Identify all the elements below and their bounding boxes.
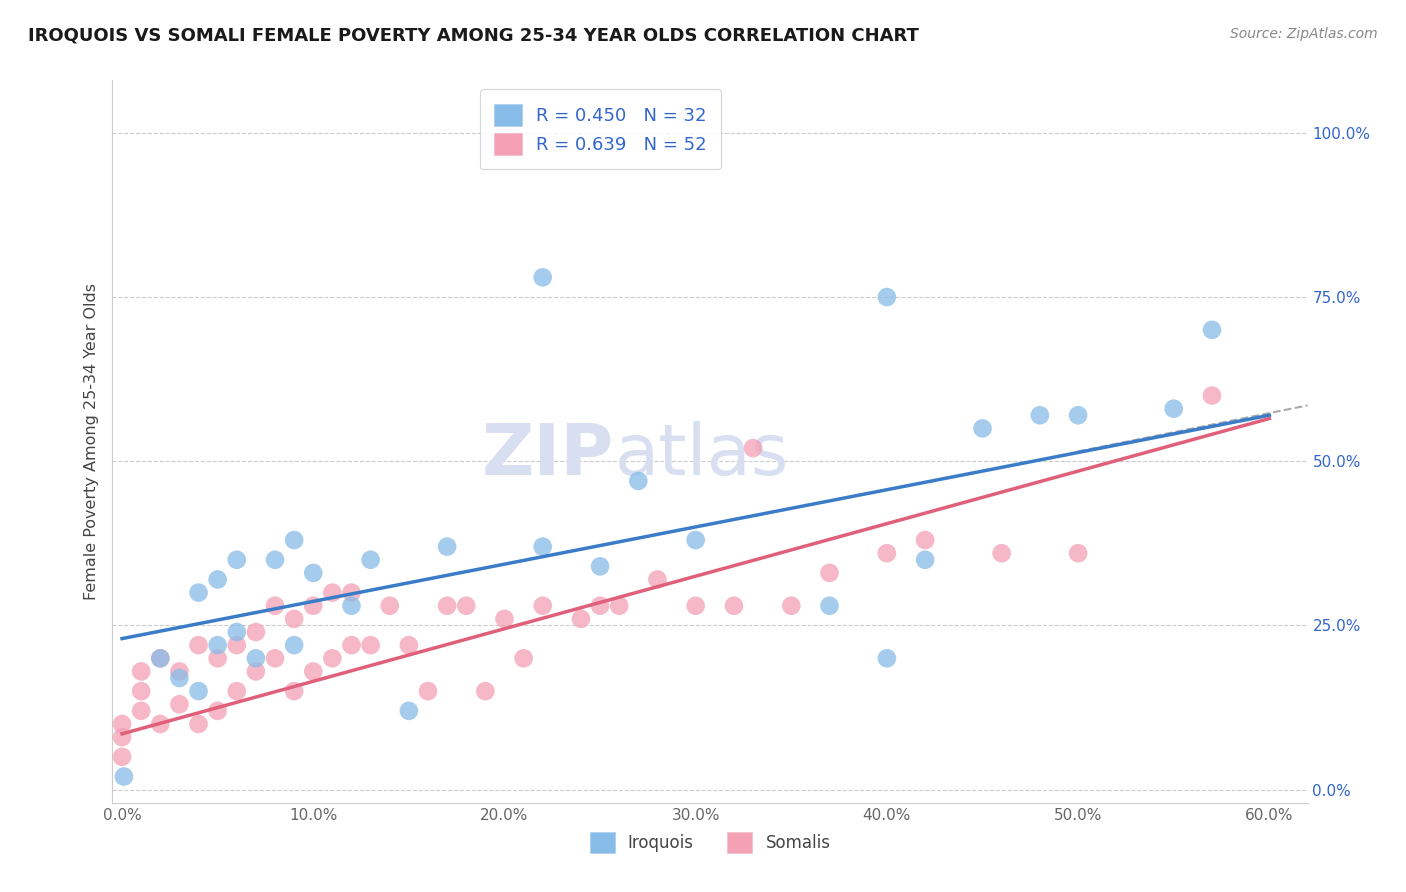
Point [340, 638, 363, 652]
Point [914, 553, 936, 567]
Point [245, 625, 267, 640]
Point [876, 290, 898, 304]
Point [111, 717, 134, 731]
Point [1201, 388, 1223, 402]
Point [302, 599, 325, 613]
Point [169, 698, 191, 712]
Point [1029, 409, 1052, 423]
Point [512, 651, 534, 665]
Legend: Iroquois, Somalis: Iroquois, Somalis [583, 826, 837, 860]
Point [1201, 323, 1223, 337]
Point [129, 684, 152, 698]
Point [302, 566, 325, 580]
Point [398, 704, 420, 718]
Point [876, 651, 898, 665]
Point [360, 638, 382, 652]
Point [245, 665, 267, 679]
Y-axis label: Female Poverty Among 25-34 Year Olds: Female Poverty Among 25-34 Year Olds [83, 283, 98, 600]
Point [169, 665, 191, 679]
Point [780, 599, 803, 613]
Point [436, 540, 458, 554]
Point [531, 540, 554, 554]
Text: Source: ZipAtlas.com: Source: ZipAtlas.com [1230, 27, 1378, 41]
Point [187, 684, 209, 698]
Point [723, 599, 745, 613]
Point [149, 717, 172, 731]
Point [129, 704, 152, 718]
Point [685, 533, 707, 547]
Point [1067, 409, 1090, 423]
Point [416, 684, 439, 698]
Point [321, 651, 343, 665]
Point [169, 671, 191, 685]
Point [187, 638, 209, 652]
Point [321, 585, 343, 599]
Point [627, 474, 650, 488]
Point [647, 573, 669, 587]
Point [264, 599, 287, 613]
Point [972, 421, 994, 435]
Point [207, 638, 229, 652]
Point [112, 770, 135, 784]
Point [149, 651, 172, 665]
Point [398, 638, 420, 652]
Point [149, 651, 172, 665]
Point [607, 599, 630, 613]
Point [302, 665, 325, 679]
Point [569, 612, 592, 626]
Point [876, 546, 898, 560]
Point [589, 559, 612, 574]
Point [340, 599, 363, 613]
Point [340, 585, 363, 599]
Text: ZIP: ZIP [482, 422, 614, 491]
Point [207, 573, 229, 587]
Point [187, 717, 209, 731]
Point [111, 730, 134, 744]
Point [283, 638, 305, 652]
Point [1163, 401, 1185, 416]
Point [187, 585, 209, 599]
Text: IROQUOIS VS SOMALI FEMALE POVERTY AMONG 25-34 YEAR OLDS CORRELATION CHART: IROQUOIS VS SOMALI FEMALE POVERTY AMONG … [28, 27, 920, 45]
Point [111, 749, 134, 764]
Point [531, 599, 554, 613]
Point [245, 651, 267, 665]
Point [360, 553, 382, 567]
Point [378, 599, 401, 613]
Point [283, 533, 305, 547]
Point [818, 599, 841, 613]
Point [494, 612, 516, 626]
Point [225, 638, 247, 652]
Point [264, 553, 287, 567]
Point [225, 684, 247, 698]
Point [436, 599, 458, 613]
Point [225, 553, 247, 567]
Point [283, 612, 305, 626]
Point [225, 625, 247, 640]
Point [456, 599, 478, 613]
Point [990, 546, 1012, 560]
Point [589, 599, 612, 613]
Text: atlas: atlas [614, 422, 789, 491]
Point [742, 441, 765, 455]
Point [129, 665, 152, 679]
Point [1067, 546, 1090, 560]
Point [474, 684, 496, 698]
Point [914, 533, 936, 547]
Point [283, 684, 305, 698]
Point [264, 651, 287, 665]
Point [207, 704, 229, 718]
Point [818, 566, 841, 580]
Point [207, 651, 229, 665]
Point [685, 599, 707, 613]
Point [531, 270, 554, 285]
